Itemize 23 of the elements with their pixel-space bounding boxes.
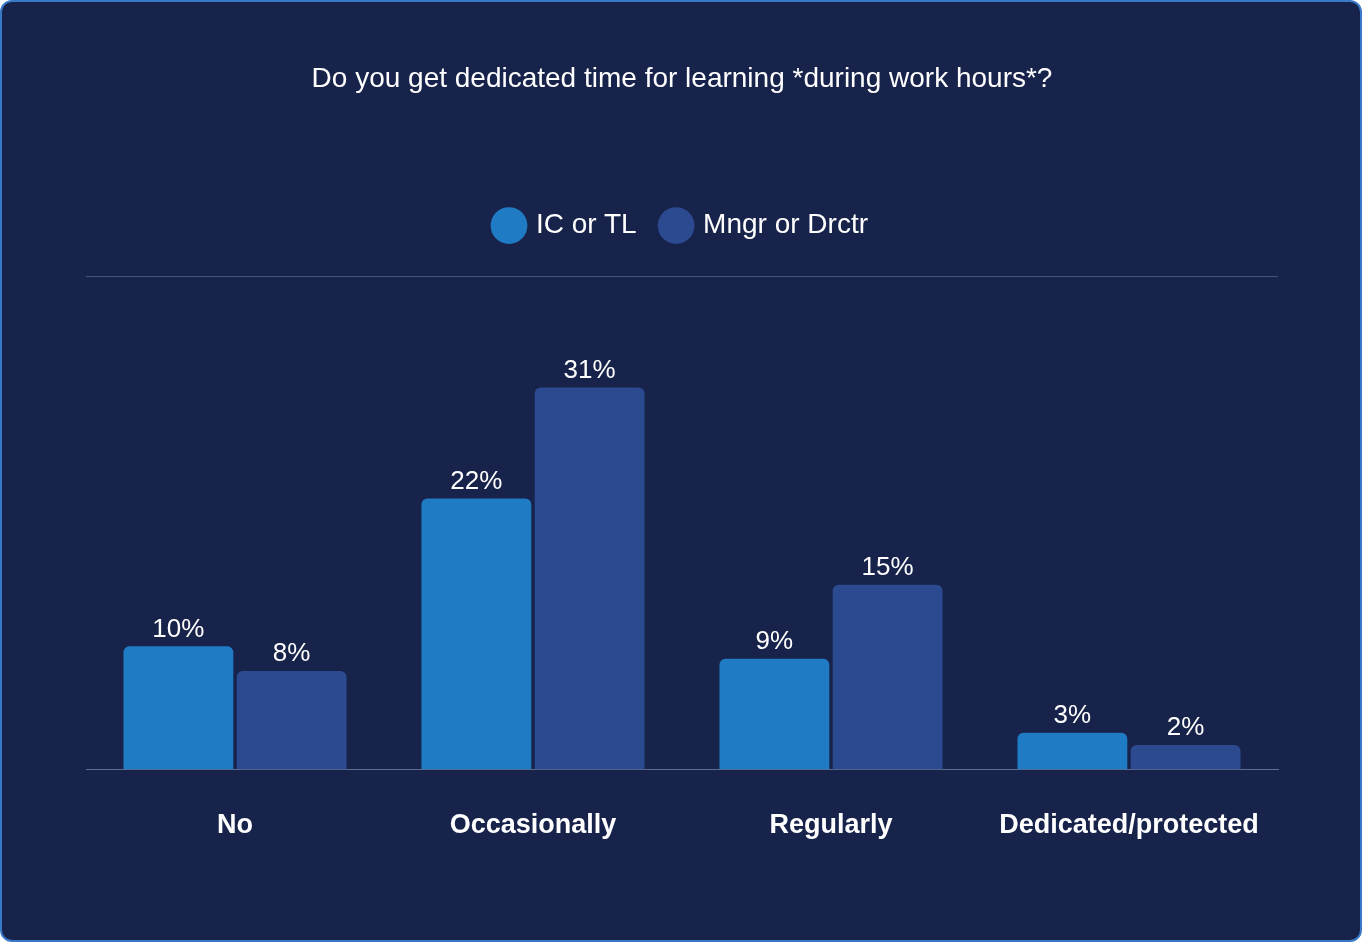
bar [236, 671, 347, 770]
data-label: 10% [152, 612, 205, 643]
data-label: 9% [755, 624, 794, 655]
bar [832, 584, 943, 770]
x-tick-label: No [217, 809, 253, 840]
bar [1130, 744, 1241, 770]
data-label: 3% [1053, 698, 1092, 729]
bar [1017, 732, 1128, 770]
legend-label: IC or TL [535, 208, 637, 240]
x-tick-label: Occasionally [449, 809, 617, 840]
data-label: 15% [861, 550, 914, 581]
x-tick-label: Dedicated/protected [999, 809, 1259, 840]
x-tick-label: Regularly [769, 809, 893, 840]
data-label: 22% [450, 464, 503, 495]
data-label: 2% [1166, 711, 1205, 742]
legend-label: Mngr or Drctr [703, 208, 869, 240]
bar [534, 387, 645, 770]
data-label: 8% [272, 637, 311, 668]
chart-title: Do you get dedicated time for learning *during work hours*? [311, 61, 1053, 93]
bar [123, 646, 234, 770]
data-label: 31% [563, 353, 616, 384]
bar [421, 498, 532, 770]
bar [719, 658, 830, 770]
